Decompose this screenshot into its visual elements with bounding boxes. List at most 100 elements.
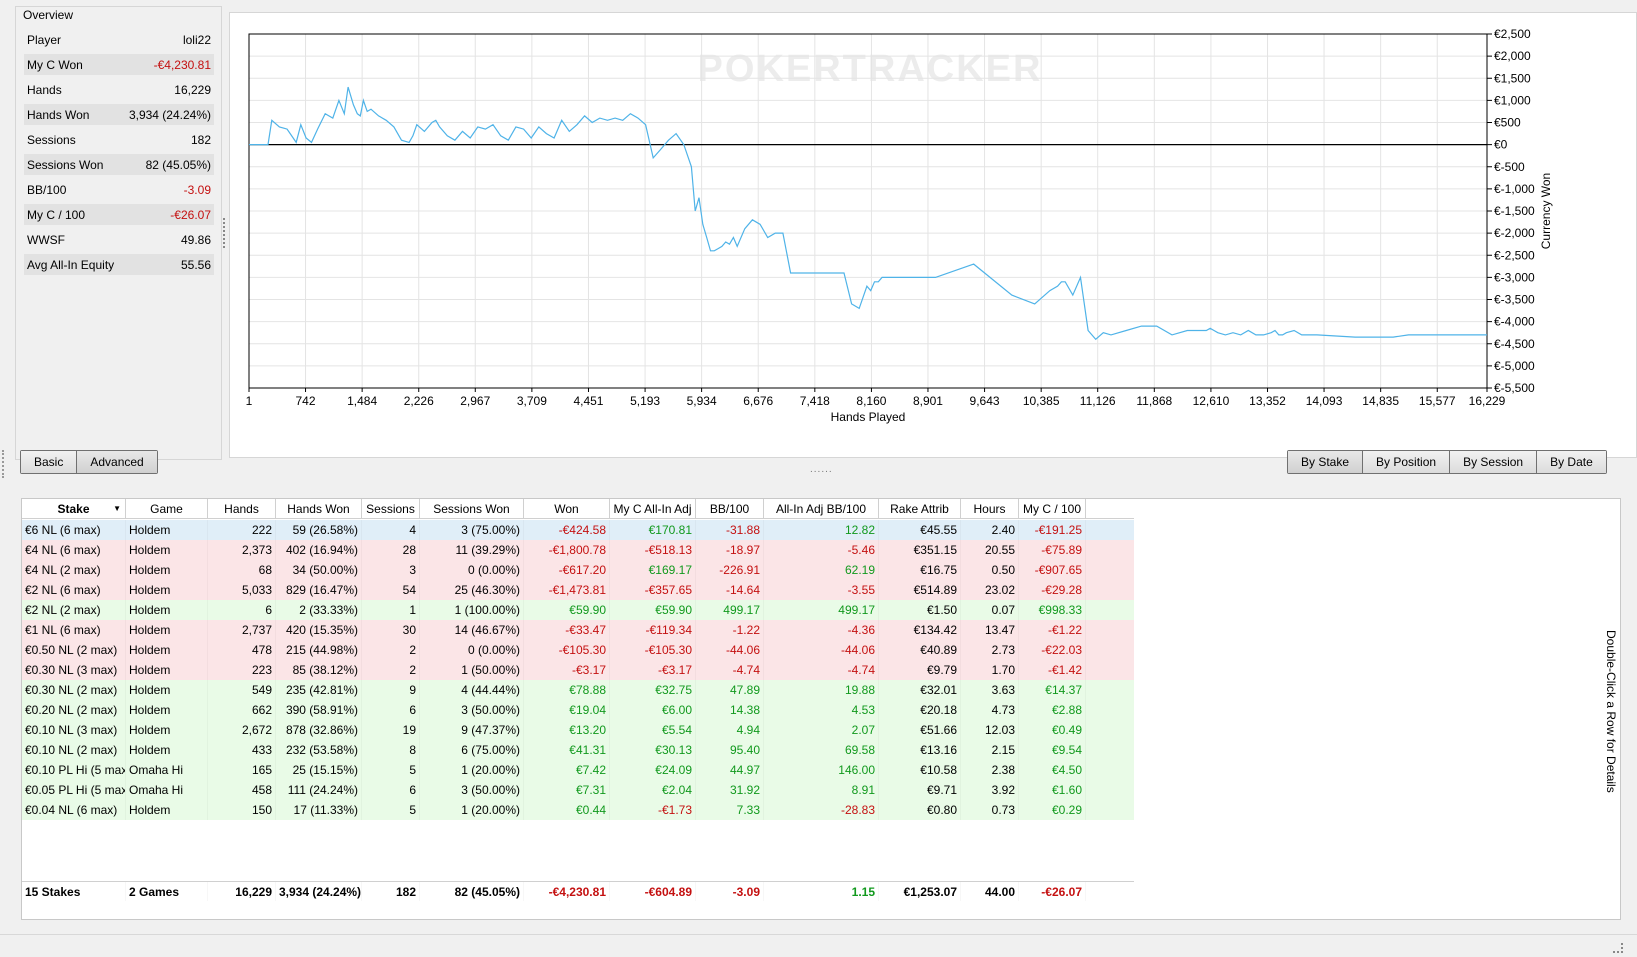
- column-header[interactable]: Hands: [208, 499, 276, 519]
- table-cell: -€1,800.78: [524, 540, 610, 560]
- watermark-logo: POKERTRACKER: [698, 48, 1043, 90]
- table-cell: 5: [362, 800, 420, 820]
- table-cell: 2,672: [208, 720, 276, 740]
- table-cell: Holdem: [126, 540, 208, 560]
- column-header-label: Hours: [973, 502, 1006, 516]
- table-cell: 549: [208, 680, 276, 700]
- table-cell: 12.82: [764, 520, 879, 540]
- table-cell: 0 (0.00%): [420, 640, 524, 660]
- column-header[interactable]: Won: [524, 499, 610, 519]
- table-row[interactable]: €4 NL (6 max) Holdem 2,373 402 (16.94%) 28 11…: [22, 540, 1134, 560]
- overview-splitter-grip[interactable]: [223, 218, 226, 248]
- table-cell: 2,737: [208, 620, 276, 640]
- table-cell: 8.91: [764, 780, 879, 800]
- overview-value: 49.86: [180, 232, 211, 247]
- table-cell: Omaha Hi: [126, 760, 208, 780]
- table-cell: €4 NL (6 max): [22, 540, 126, 560]
- table-row[interactable]: €6 NL (6 max) Holdem 222 59 (26.58%) 4 3 (75.…: [22, 520, 1134, 540]
- table-cell: Holdem: [126, 800, 208, 820]
- table-cell: €59.90: [610, 600, 696, 620]
- table-row[interactable]: €0.20 NL (2 max) Holdem 662 390 (58.91%) 6 3 …: [22, 700, 1134, 720]
- table-row[interactable]: €0.50 NL (2 max) Holdem 478 215 (44.98%) 2 0 …: [22, 640, 1134, 660]
- column-header[interactable]: Stake ▼: [22, 499, 126, 519]
- column-header[interactable]: Rake Attrib: [879, 499, 961, 519]
- table-cell: 499.17: [764, 600, 879, 620]
- table-cell: 499.17: [696, 600, 764, 620]
- horizontal-splitter-grip[interactable]: ......: [810, 464, 833, 475]
- table-row[interactable]: €0.30 NL (3 max) Holdem 223 85 (38.12%) 2 1 (…: [22, 660, 1134, 680]
- table-row[interactable]: €4 NL (2 max) Holdem 68 34 (50.00%) 3 0 (0.00…: [22, 560, 1134, 580]
- table-row[interactable]: €0.10 NL (2 max) Holdem 433 232 (53.58%) 8 6 …: [22, 740, 1134, 760]
- overview-row: My C / 100 -€26.07: [24, 204, 214, 225]
- table-cell: 2.40: [961, 520, 1019, 540]
- by-session-button[interactable]: By Session: [1450, 451, 1538, 473]
- column-header-label: My C / 100: [1022, 502, 1082, 516]
- column-header[interactable]: Hours: [961, 499, 1019, 519]
- y-tick-label: €500: [1494, 116, 1521, 130]
- overview-label: My C Won: [27, 57, 83, 72]
- table-cell: 215 (44.98%): [276, 640, 362, 660]
- column-header[interactable]: Sessions: [362, 499, 420, 519]
- overview-value: -€26.07: [170, 207, 211, 222]
- table-cell: 85 (38.12%): [276, 660, 362, 680]
- table-cell: -1.22: [696, 620, 764, 640]
- by-position-button[interactable]: By Position: [1363, 451, 1451, 473]
- y-tick-label: €1,000: [1494, 93, 1531, 107]
- x-tick-label: 3,709: [517, 394, 547, 408]
- resize-grip-icon[interactable]: [1613, 943, 1623, 953]
- column-header[interactable]: BB/100: [696, 499, 764, 519]
- table-cell: €0.20 NL (2 max): [22, 700, 126, 720]
- by-stake-button[interactable]: By Stake: [1288, 451, 1364, 473]
- column-header[interactable]: Game: [126, 499, 208, 519]
- overview-label: Player: [27, 32, 62, 47]
- advanced-button[interactable]: Advanced: [77, 451, 157, 473]
- table-row[interactable]: €0.30 NL (2 max) Holdem 549 235 (42.81%) 9 4 …: [22, 680, 1134, 700]
- table-cell: 4 (44.44%): [420, 680, 524, 700]
- table-cell: -5.46: [764, 540, 879, 560]
- table-cell: €0.44: [524, 800, 610, 820]
- table-cell: 69.58: [764, 740, 879, 760]
- column-header-label: Sessions Won: [433, 502, 510, 516]
- overview-title: Overview: [23, 8, 74, 22]
- column-header[interactable]: Sessions Won: [420, 499, 524, 519]
- table-row[interactable]: €0.05 PL Hi (5 max) Omaha Hi 458 111 (24.24…: [22, 780, 1134, 800]
- table-cell: -31.88: [696, 520, 764, 540]
- column-header-label: Won: [554, 502, 579, 516]
- table-row[interactable]: €1 NL (6 max) Holdem 2,737 420 (15.35%) 30 14…: [22, 620, 1134, 640]
- table-row[interactable]: €0.04 NL (6 max) Holdem 150 17 (11.33%) 5 1 (…: [22, 800, 1134, 820]
- table-cell: €20.18: [879, 700, 961, 720]
- column-header[interactable]: Hands Won: [276, 499, 362, 519]
- overview-label: My C / 100: [27, 207, 86, 222]
- basic-button[interactable]: Basic: [21, 451, 78, 473]
- table-row[interactable]: €0.10 NL (3 max) Holdem 2,672 878 (32.86%) 1…: [22, 720, 1134, 740]
- y-tick-label: €-3,500: [1494, 293, 1535, 307]
- table-row[interactable]: €2 NL (6 max) Holdem 5,033 829 (16.47%) 54 25…: [22, 580, 1134, 600]
- y-axis-label: Currency Won: [1539, 173, 1553, 249]
- table-cell: €9.79: [879, 660, 961, 680]
- by-date-button[interactable]: By Date: [1537, 451, 1606, 473]
- table-cell: €16.75: [879, 560, 961, 580]
- overview-value: 55.56: [180, 257, 211, 272]
- table-cell: 3.63: [961, 680, 1019, 700]
- table-cell: €30.13: [610, 740, 696, 760]
- column-header[interactable]: My C All-In Adj: [610, 499, 696, 519]
- totals-cell: 2 Games: [126, 882, 208, 901]
- table-cell: -44.06: [764, 640, 879, 660]
- left-splitter-grip[interactable]: [2, 450, 5, 478]
- y-tick-label: €-500: [1494, 160, 1525, 174]
- table-row[interactable]: €0.10 PL Hi (5 max) Omaha Hi 165 25 (15.15%…: [22, 760, 1134, 780]
- y-tick-label: €-3,000: [1494, 270, 1535, 284]
- table-cell: 2: [362, 660, 420, 680]
- table-cell: €32.75: [610, 680, 696, 700]
- table-cell: -€1.73: [610, 800, 696, 820]
- table-row[interactable]: €2 NL (2 max) Holdem 6 2 (33.33%) 1 1 (100.00…: [22, 600, 1134, 620]
- column-header[interactable]: My C / 100: [1019, 499, 1086, 519]
- table-cell: 478: [208, 640, 276, 660]
- table-cell: Holdem: [126, 600, 208, 620]
- column-header[interactable]: All-In Adj BB/100: [764, 499, 879, 519]
- table-cell: -€29.28: [1019, 580, 1086, 600]
- overview-row: Sessions 182: [24, 129, 214, 150]
- overview-row: WWSF 49.86: [24, 229, 214, 250]
- table-cell: -€617.20: [524, 560, 610, 580]
- table-cell: -€424.58: [524, 520, 610, 540]
